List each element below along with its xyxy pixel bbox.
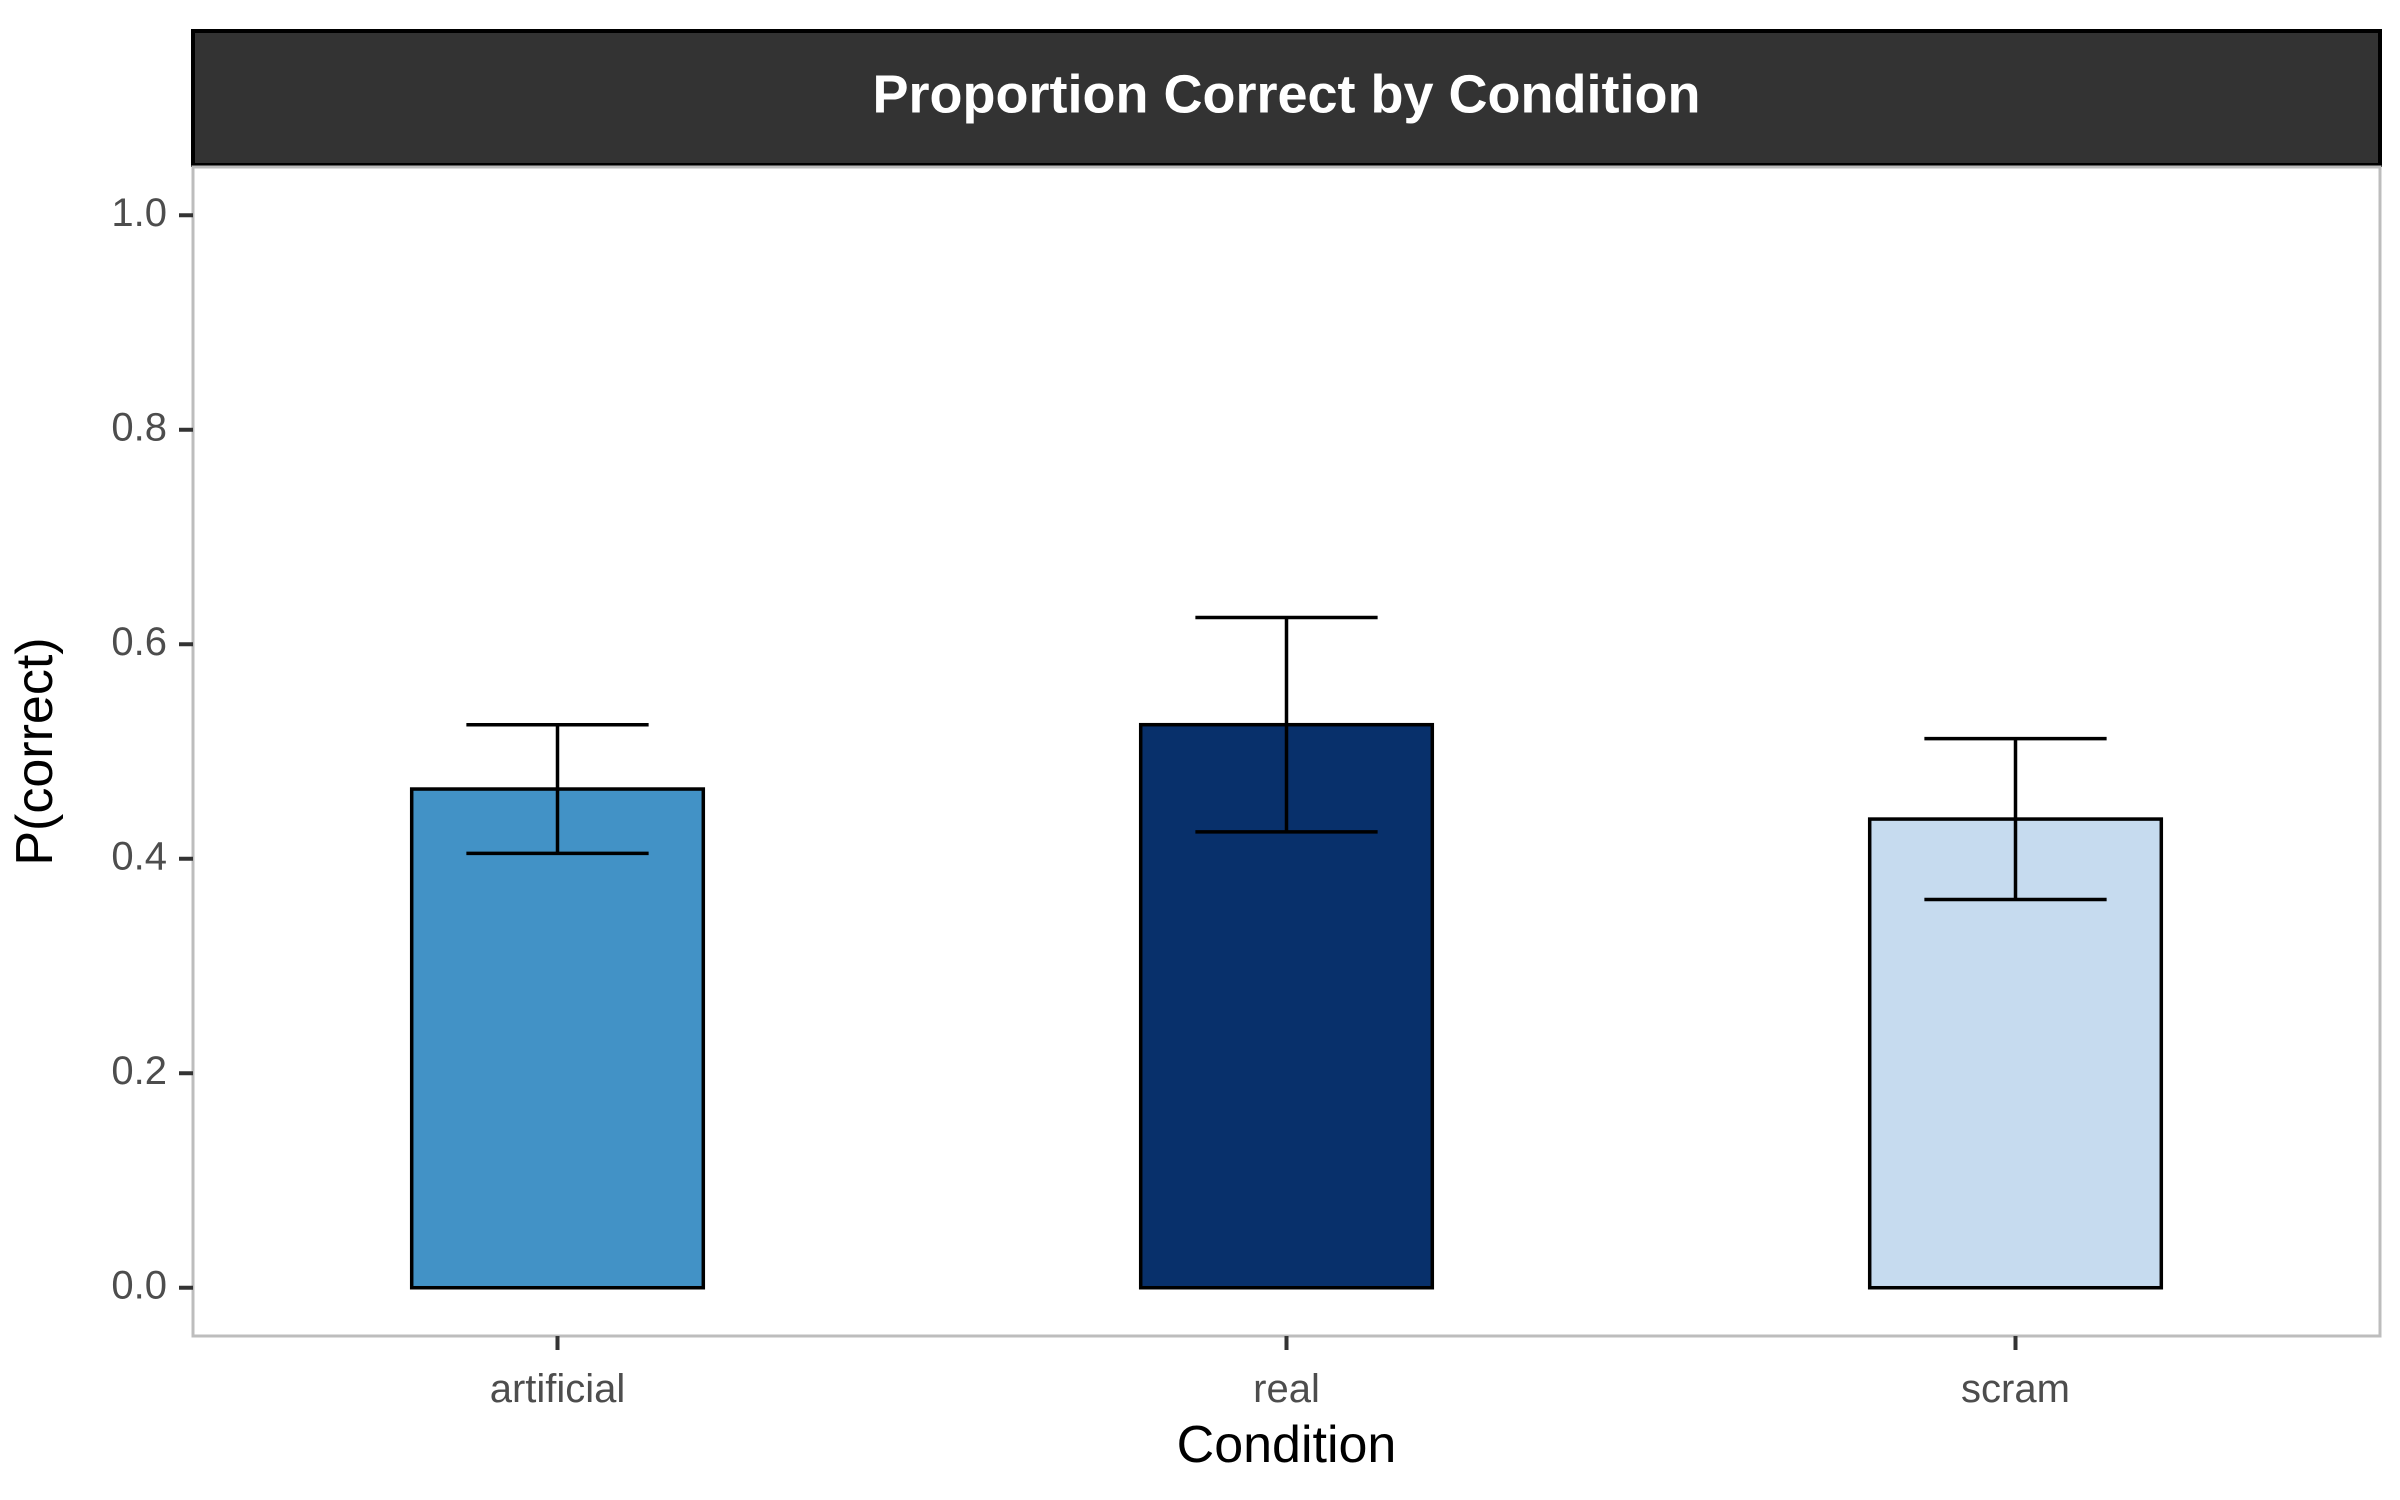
x-tick-label-real: real: [1253, 1367, 1320, 1411]
x-tick-label-scram: scram: [1961, 1367, 2070, 1411]
x-axis: artificial real scram: [490, 1336, 2070, 1411]
y-tick-label: 0.2: [111, 1049, 167, 1093]
chart-title: Proportion Correct by Condition: [873, 64, 1701, 124]
bar-artificial: [409, 787, 706, 1290]
error-bar-real: [1195, 615, 1378, 834]
y-tick-label: 0.8: [111, 405, 167, 449]
x-tick-label-artificial: artificial: [490, 1367, 626, 1411]
y-axis-title: P(correct): [6, 637, 64, 865]
y-tick-label: 0.0: [111, 1263, 167, 1307]
title-strip: [191, 29, 2382, 167]
error-bar-scram: [1924, 736, 2107, 902]
x-axis-title: Condition: [1177, 1416, 1397, 1474]
y-axis: 0.0 0.2 0.4 0.6 0.8 1.0: [111, 191, 193, 1307]
y-tick-label: 0.4: [111, 834, 167, 878]
y-tick-label: 1.0: [111, 191, 167, 235]
error-bars: [466, 615, 2107, 902]
y-tick-label: 0.6: [111, 620, 167, 664]
error-bar-artificial: [466, 722, 649, 856]
